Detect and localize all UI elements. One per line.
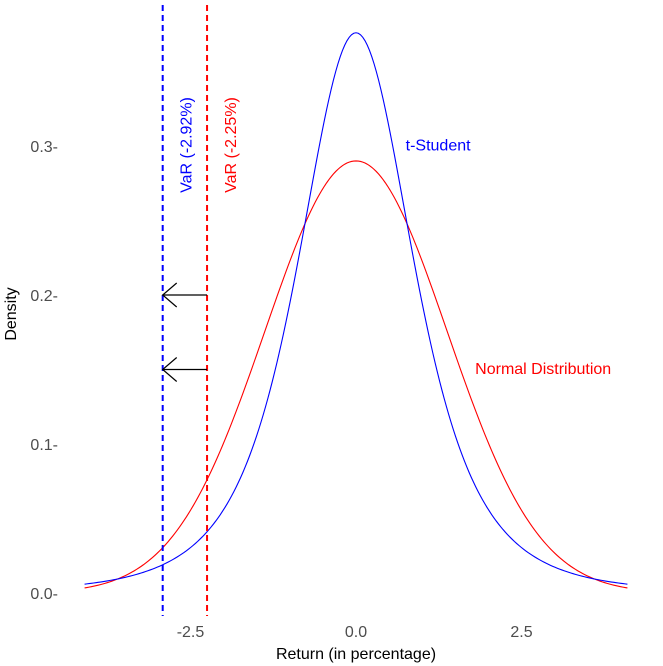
series-annotation-1: Normal Distribution (475, 361, 611, 378)
plot-area: VaR (-2.92%) VaR (-2.25%) t-Student Normal … (84, 5, 628, 616)
var-arrow-0 (161, 282, 208, 308)
arrow-head (161, 282, 178, 308)
var-label-1: VaR (-2.25%) (223, 97, 240, 193)
y-tick-label: 0.2- (30, 288, 58, 305)
arrow-head (161, 357, 178, 382)
series-curve-normal-distribution (84, 160, 628, 589)
y-tick-label: 0.3- (30, 139, 58, 156)
y-tick-label: 0.1- (30, 437, 58, 454)
y-tick-label: 0.0- (30, 586, 58, 603)
series-curve-t-student (84, 32, 628, 585)
x-tick-label: 2.5 (510, 624, 532, 641)
x-axis: -2.5 0.0 2.5 (177, 624, 533, 641)
var-arrow-1 (161, 357, 208, 382)
x-tick-label: -2.5 (177, 624, 205, 641)
var-label-0: VaR (-2.92%) (179, 97, 196, 193)
y-axis-title: Density (3, 287, 20, 340)
x-tick-label: 0.0 (345, 624, 367, 641)
series-annotation-0: t-Student (406, 138, 471, 155)
x-axis-title: Return (in percentage) (276, 646, 436, 663)
y-axis: 0.0- 0.1- 0.2- 0.3- (30, 139, 58, 603)
